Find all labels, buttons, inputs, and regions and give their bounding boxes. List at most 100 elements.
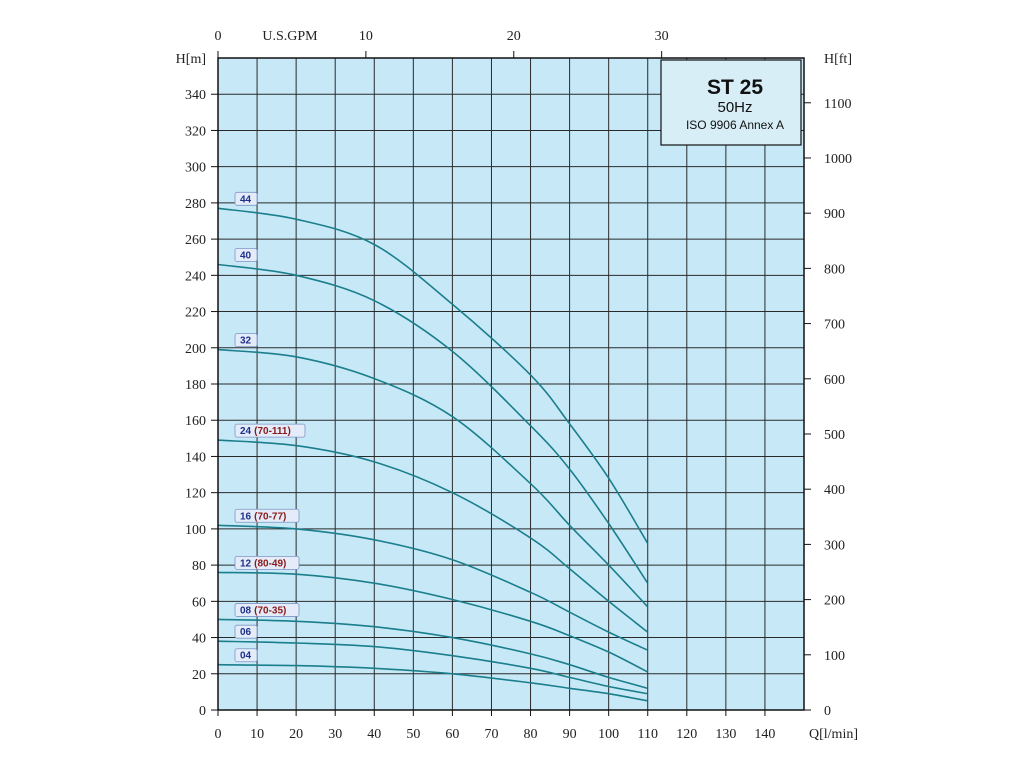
- curve-label-08: 08 (70-35): [234, 603, 300, 617]
- y-tick-label: 180: [185, 378, 206, 393]
- title-box-frame: [660, 59, 802, 146]
- curve-label-40: 40: [234, 248, 258, 262]
- x2-tick-label: 20: [507, 29, 521, 44]
- curve-label-12: 12 (80-49): [234, 555, 300, 570]
- curve-08: [217, 618, 648, 690]
- curve-label-text: 32: [240, 336, 252, 347]
- x-tick-label: 10: [250, 727, 264, 742]
- y-axis-title: H[m]: [176, 52, 206, 67]
- title-box: ST 25 50Hz ISO 9906 Annex A: [660, 59, 802, 146]
- y-tick-label: 120: [185, 487, 206, 502]
- x-tick-label: 120: [676, 727, 697, 742]
- curve-label-extra: (70-77): [254, 511, 286, 522]
- curve-label-44: 44: [234, 191, 258, 206]
- y2-axis-title: H[ft]: [824, 52, 852, 67]
- curve-label-32: 32: [234, 333, 258, 347]
- y2-tick-label: 100: [824, 649, 845, 664]
- grid-lines: [218, 58, 804, 710]
- y2-tick-label: 1100: [824, 97, 851, 112]
- x-tick-label: 100: [598, 727, 619, 742]
- y-tick-label: 240: [185, 269, 206, 284]
- y2-tick-label: 900: [824, 207, 845, 222]
- curve-label-box: [234, 423, 306, 438]
- y-tick-label: 220: [185, 306, 206, 321]
- x-tick-label: 80: [524, 727, 538, 742]
- x2-tick-label: 0: [215, 29, 222, 44]
- curve-32: [217, 348, 649, 608]
- x2-tick-label: 10: [359, 29, 373, 44]
- x-tick-label: 0: [215, 727, 222, 742]
- x-tick-label: 130: [715, 727, 736, 742]
- x-tick-label: 90: [563, 727, 577, 742]
- y2-tick-label: 600: [824, 373, 845, 388]
- y2-tick-label: 800: [824, 262, 845, 277]
- x2-axis-title: U.S.GPM: [262, 29, 318, 44]
- y2-tick-label: 700: [824, 318, 845, 333]
- x-tick-label: 70: [484, 727, 498, 742]
- curve-label-extra: (70-35): [254, 605, 286, 616]
- y2-tick-label: 0: [824, 704, 831, 719]
- x-tick-label: 140: [754, 727, 775, 742]
- curve-label-box: [234, 624, 258, 639]
- y2-axis-ticks: 0 100 200 300 400 500 600 700 800 900 1000 1100: [804, 97, 852, 719]
- x2-tick-label: 30: [655, 29, 669, 44]
- y2-tick-label: 1000: [824, 152, 852, 167]
- curve-label-box: [234, 603, 300, 617]
- x-tick-label: 50: [406, 727, 420, 742]
- x-tick-label: 40: [367, 727, 381, 742]
- curve-label-text: 24 (70-111): [240, 426, 291, 437]
- y-tick-label: 100: [185, 523, 206, 538]
- y-tick-label: 280: [185, 197, 206, 212]
- y-tick-label: 20: [192, 668, 206, 683]
- model-title: ST 25: [707, 76, 763, 99]
- curve-label-text: 08 (70-35): [240, 605, 286, 616]
- y-tick-label: 160: [185, 414, 206, 429]
- curve-label-box: [234, 555, 300, 570]
- curve-label-text: 06: [240, 627, 252, 638]
- curve-12: [217, 571, 649, 673]
- curve-label-box: [234, 333, 258, 347]
- frequency-label: 50Hz: [717, 99, 752, 116]
- y-tick-label: 260: [185, 233, 206, 248]
- y-tick-label: 320: [185, 124, 206, 139]
- curve-label-extra: (80-49): [254, 558, 286, 569]
- y-tick-label: 140: [185, 450, 206, 465]
- x-tick-label: 30: [328, 727, 342, 742]
- curve-label-box: [234, 191, 258, 206]
- curve-label-06: 06: [234, 624, 258, 639]
- curve-label-extra: (70-111): [254, 426, 291, 437]
- curve-label-text: 44: [240, 194, 252, 205]
- curve-label-text: 16 (70-77): [240, 511, 286, 522]
- y2-tick-label: 200: [824, 594, 845, 609]
- curve-label-box: [234, 248, 258, 262]
- curve-label-box: [234, 508, 300, 523]
- x-axis-title: Q[l/min]: [809, 727, 858, 742]
- performance-curves: [217, 207, 649, 702]
- y-tick-label: 340: [185, 88, 206, 103]
- x2-axis-ticks: 0 10 20 30: [215, 29, 669, 58]
- y-tick-label: 60: [192, 595, 206, 610]
- y-axis-ticks: 0 20 40 60 80 100 120 140 160 180 200 220 240 260 280 3…: [185, 88, 218, 719]
- x-axis-ticks: 0 10 20 30 40 50 60 70 80 90 100 110 120 130 140: [215, 710, 775, 742]
- x-tick-label: 110: [637, 727, 657, 742]
- x-tick-label: 20: [289, 727, 303, 742]
- curve-labels: 44 40 32 24 (70-111) 16 (70-77) 12 (80-49) 08 (70-…: [234, 191, 306, 663]
- y-tick-label: 0: [199, 704, 206, 719]
- curve-44: [217, 207, 649, 544]
- x-tick-label: 60: [445, 727, 459, 742]
- curve-label-04: 04: [234, 648, 258, 663]
- curve-16: [217, 524, 649, 651]
- curve-24: [217, 439, 649, 633]
- curve-label-text: 04: [240, 651, 252, 662]
- y2-tick-label: 500: [824, 428, 845, 443]
- y2-tick-label: 300: [824, 538, 845, 553]
- curve-40: [217, 263, 649, 584]
- curve-04: [217, 663, 648, 702]
- standard-label: ISO 9906 Annex A: [686, 118, 784, 132]
- curve-label-text: 12 (80-49): [240, 558, 286, 569]
- curve-06: [217, 640, 648, 695]
- y2-tick-label: 400: [824, 483, 845, 498]
- y-tick-label: 300: [185, 161, 206, 176]
- y-tick-label: 40: [192, 632, 206, 647]
